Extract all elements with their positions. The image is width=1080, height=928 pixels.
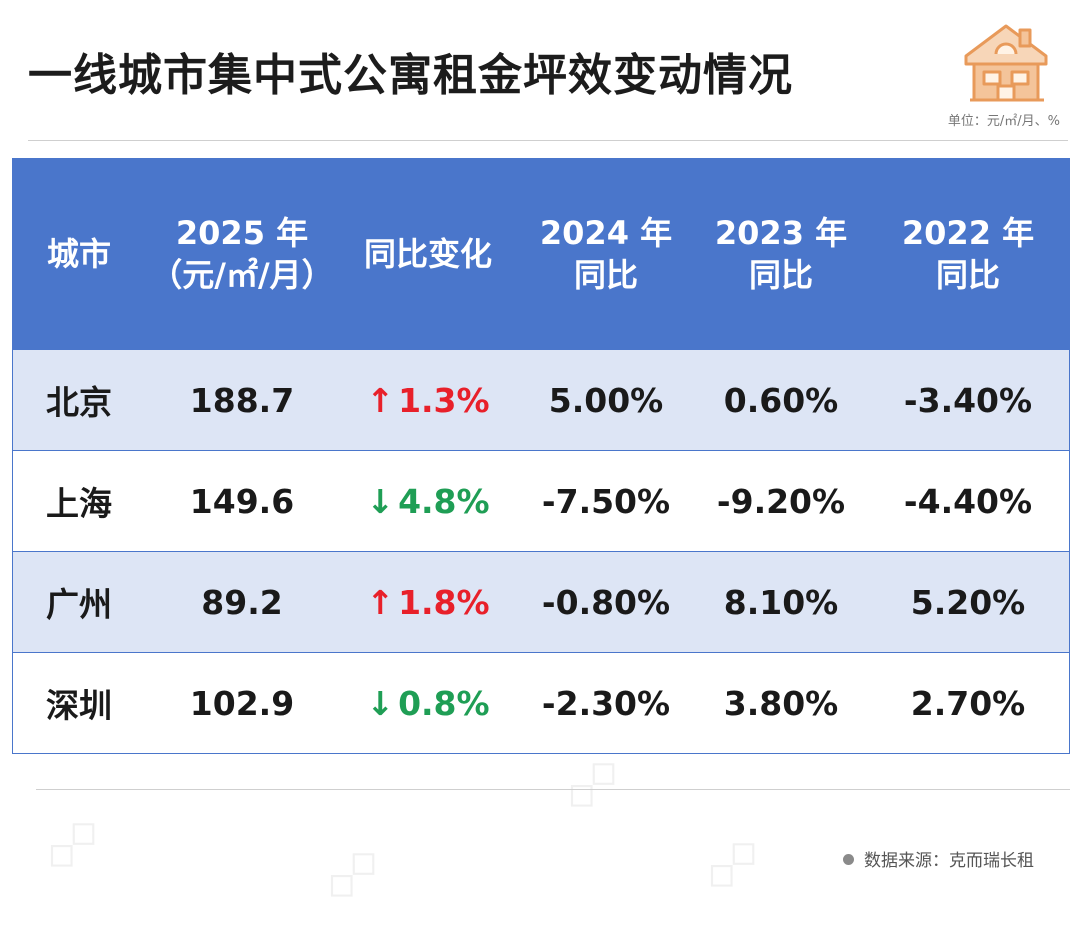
- value-2025-cell: 102.9: [189, 683, 295, 723]
- yoy-2024-cell: -0.80%: [541, 582, 671, 622]
- header-change: 同比变化: [363, 235, 492, 273]
- yoy-2024-cell: 5.00%: [548, 380, 664, 420]
- header-2025: 2025 年 （元/㎡/月）: [150, 214, 334, 294]
- yoy-2022-cell: 2.70%: [910, 683, 1026, 723]
- source-note: 数据来源：克而瑞长租: [843, 846, 1034, 871]
- header-2024: 2024 年 同比: [539, 214, 673, 294]
- value-2025-cell: 188.7: [189, 380, 295, 420]
- house-icon: [964, 24, 1048, 102]
- unit-label: 单位：元/㎡/月、%: [947, 114, 1060, 129]
- arrow-down-icon: ↓: [366, 683, 395, 723]
- rent-table: 城市 2025 年 （元/㎡/月） 同比变化 2024 年 同比 2023 年 …: [12, 158, 1070, 754]
- value-2025-cell: 149.6: [189, 481, 295, 521]
- value-2025-cell: 89.2: [201, 582, 283, 622]
- yoy-2023-cell: 8.10%: [723, 582, 839, 622]
- source-text: 数据来源：克而瑞长租: [864, 851, 1034, 871]
- arrow-up-icon: ↑: [366, 380, 395, 420]
- table-row: 深圳 102.9 ↓ 0.8% -2.30% 3.80% 2.70%: [13, 652, 1069, 753]
- yoy-2023-cell: 3.80%: [723, 683, 839, 723]
- city-cell: 深圳: [46, 686, 112, 725]
- header-2023: 2023 年 同比: [714, 214, 848, 294]
- change-cell: ↓ 4.8%: [366, 481, 490, 521]
- yoy-2024-cell: -2.30%: [541, 683, 671, 723]
- change-cell: ↑ 1.3%: [366, 380, 490, 420]
- table-row: 广州 89.2 ↑ 1.8% -0.80% 8.10% 5.20%: [13, 551, 1069, 652]
- city-cell: 北京: [46, 383, 112, 422]
- header-city: 城市: [46, 235, 111, 273]
- yoy-2022-cell: 5.20%: [910, 582, 1026, 622]
- page-title: 一线城市集中式公寓租金坪效变动情况: [28, 50, 793, 101]
- arrow-down-icon: ↓: [366, 481, 395, 521]
- arrow-up-icon: ↑: [366, 582, 395, 622]
- table-row: 上海 149.6 ↓ 4.8% -7.50% -9.20% -4.40%: [13, 450, 1069, 551]
- divider-top: [28, 140, 1068, 141]
- change-cell: ↑ 1.8%: [366, 582, 490, 622]
- yoy-2022-cell: -3.40%: [903, 380, 1033, 420]
- yoy-2022-cell: -4.40%: [903, 481, 1033, 521]
- table-header-row: 城市 2025 年 （元/㎡/月） 同比变化 2024 年 同比 2023 年 …: [13, 159, 1069, 349]
- change-cell: ↓ 0.8%: [366, 683, 490, 723]
- yoy-2023-cell: 0.60%: [723, 380, 839, 420]
- divider-bottom: [36, 789, 1070, 790]
- yoy-2024-cell: -7.50%: [541, 481, 671, 521]
- yoy-2023-cell: -9.20%: [716, 481, 846, 521]
- city-cell: 广州: [46, 585, 112, 624]
- bullet-dot-icon: [843, 854, 854, 865]
- header-2022: 2022 年 同比: [901, 214, 1035, 294]
- city-cell: 上海: [46, 484, 112, 523]
- table-row: 北京 188.7 ↑ 1.3% 5.00% 0.60% -3.40%: [13, 349, 1069, 450]
